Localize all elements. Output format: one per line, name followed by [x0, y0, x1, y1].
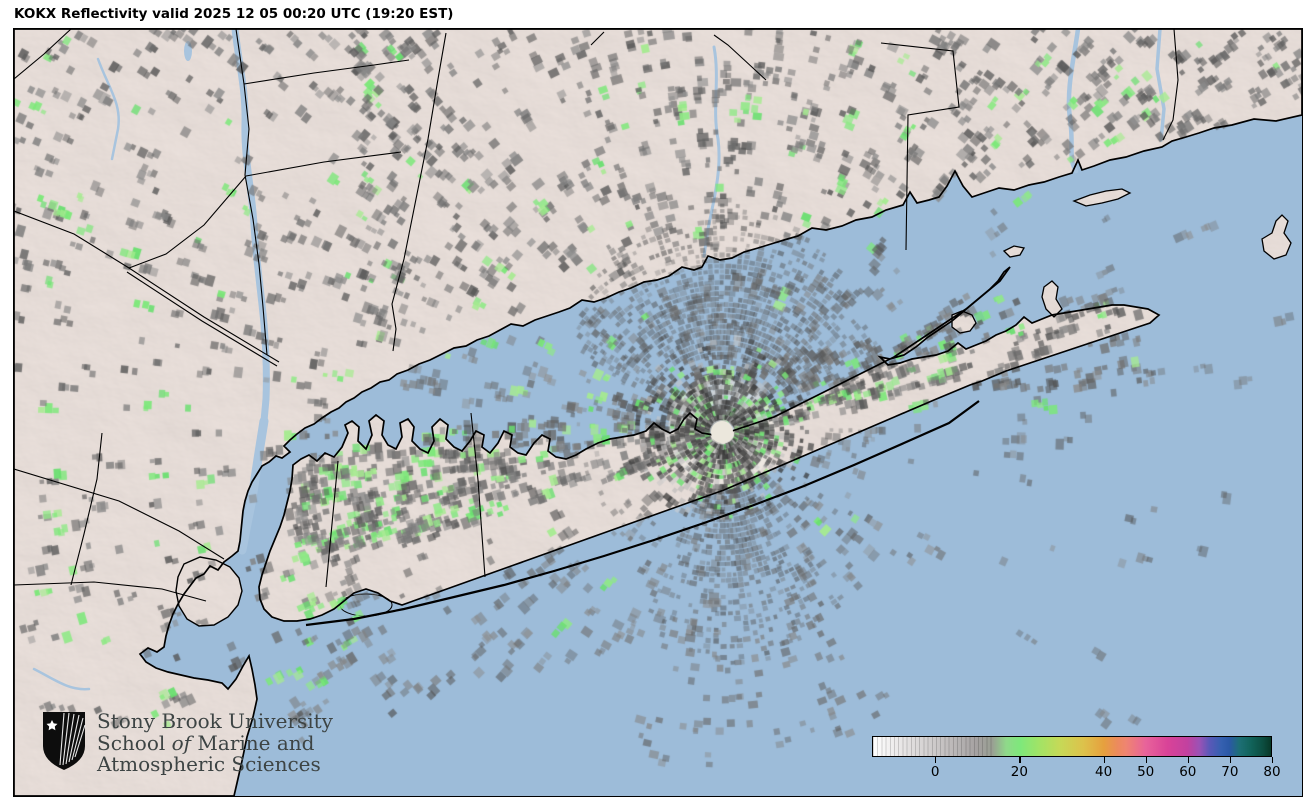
colorbar-tick-mark [1103, 757, 1105, 763]
radar-echo-canvas [14, 29, 1302, 796]
colorbar-tick-label: 40 [1094, 764, 1113, 780]
map-linework-layer [14, 29, 1302, 796]
colorbar-tick-mark [1272, 757, 1274, 763]
colorbar-tick-mark [1145, 757, 1147, 763]
reflectivity-colorbar: 0 20 40 50 60 70 80 [872, 736, 1281, 782]
colorbar-tick-label: 0 [930, 764, 940, 780]
colorbar-tick-mark [1019, 757, 1021, 763]
colorbar-tick-label: 50 [1137, 764, 1155, 780]
colorbar-tick-label: 80 [1263, 764, 1281, 780]
barrier-islands [305, 400, 980, 627]
branding-line-1: Stony Brook University [97, 709, 333, 733]
stony-brook-branding: Stony Brook University School of Marine … [42, 709, 333, 776]
coastlines [14, 29, 1302, 796]
colorbar-tick-mark [935, 757, 937, 763]
colorbar-tick-label: 60 [1179, 764, 1197, 780]
colorbar-tick-label: 20 [1010, 764, 1028, 780]
colorbar-tick-label: 70 [1221, 764, 1239, 780]
page-title: KOKX Reflectivity valid 2025 12 05 00:20… [14, 6, 454, 22]
branding-text: Stony Brook University School of Marine … [97, 709, 333, 776]
colorbar-gradient [872, 736, 1272, 757]
political-boundaries [14, 29, 1179, 602]
radar-map: Stony Brook University School of Marine … [13, 28, 1303, 797]
colorbar-tick-mark [1187, 757, 1190, 763]
colorbar-gray-segments [873, 737, 993, 756]
stony-brook-shield-logo [43, 712, 86, 770]
colorbar-tick-mark [1229, 757, 1232, 763]
radar-site-marker [711, 421, 733, 443]
branding-line-3: Atmospheric Sciences [97, 752, 321, 776]
branding-line-2: School of Marine and [97, 730, 315, 755]
